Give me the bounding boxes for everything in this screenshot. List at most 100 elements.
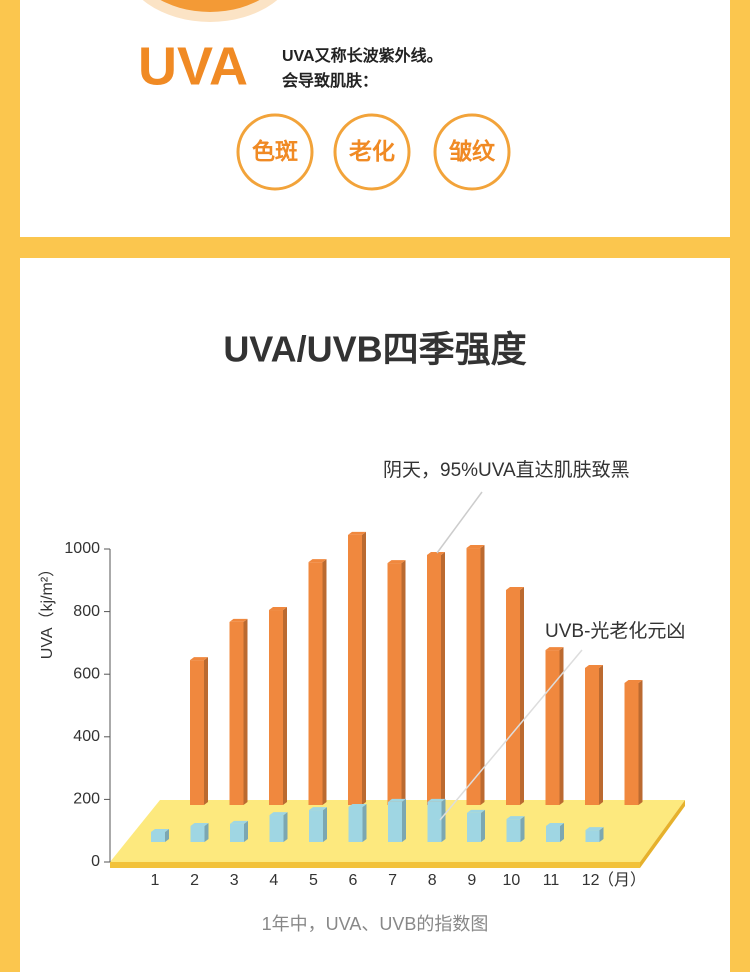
annotation: 阴天，95%UVA直达肌肤致黑 (383, 459, 630, 481)
bar-top (229, 618, 248, 622)
bar-top (269, 607, 287, 611)
bar (427, 551, 445, 805)
bar-side (480, 545, 485, 805)
bar-top (269, 812, 288, 816)
bar-front (348, 806, 363, 842)
bar-top (506, 816, 525, 820)
bar-side (441, 551, 445, 805)
bar-top (348, 803, 367, 807)
bar-top (348, 531, 366, 535)
x-tick-label: 6 (349, 872, 358, 889)
bar-front (388, 801, 402, 842)
effect-circle (333, 113, 411, 191)
x-tick-label: 5 (309, 872, 318, 889)
bar-side (560, 823, 564, 842)
bar-front (308, 562, 323, 805)
bar-front (309, 810, 323, 842)
bar (229, 618, 248, 805)
bar (348, 531, 366, 805)
bar-front (506, 819, 521, 842)
bar (585, 827, 604, 842)
bar-side (165, 828, 169, 842)
bar (151, 828, 169, 842)
bar-top (585, 827, 604, 831)
bar-top (467, 809, 485, 813)
bar (467, 809, 485, 842)
bar-top (466, 545, 485, 549)
bar (466, 545, 485, 805)
bar-top (427, 798, 446, 802)
bar-side (441, 798, 446, 842)
bar-top (546, 823, 564, 827)
bar-top (230, 820, 248, 824)
heading: UVA (138, 36, 248, 96)
bar-front (427, 801, 442, 842)
x-tick-label: 7 (388, 872, 397, 889)
bar (506, 816, 525, 842)
bar-front (229, 621, 244, 805)
bar-front (546, 826, 560, 842)
bar-side (323, 807, 327, 842)
x-tick-label: 11 (543, 872, 560, 889)
x-axis-label: （月） (598, 871, 646, 889)
x-tick-label: 9 (467, 872, 476, 889)
bar (190, 657, 208, 805)
bar-front (190, 660, 204, 805)
bar-side (362, 803, 367, 842)
bar-front (190, 826, 205, 842)
bar-front (585, 667, 599, 805)
bar-front (624, 682, 639, 805)
chart-title: UVA/UVB四季强度 (223, 329, 526, 370)
intro-line: UVA又称长波紫外线。 (282, 46, 443, 65)
bar-side (481, 809, 485, 842)
bar-front (387, 563, 402, 805)
bar-side (243, 618, 248, 805)
y-tick-label: 600 (73, 665, 100, 682)
bar-side (520, 587, 524, 805)
effects: 色斑 老化 皱纹 (236, 113, 511, 191)
bar-front (348, 534, 362, 805)
bar-top (309, 807, 327, 811)
bar (309, 807, 327, 842)
bar-front (427, 554, 441, 805)
bar-top (387, 560, 406, 564)
bar-front (506, 590, 520, 805)
annotation-line (436, 491, 483, 554)
bar-front (269, 815, 284, 842)
bar-top (151, 828, 169, 832)
bar-side (599, 664, 603, 805)
bar-top (427, 551, 445, 555)
x-tick-label: 10 (503, 872, 521, 889)
effect-circle (433, 113, 511, 191)
effect-circle (236, 113, 314, 191)
y-tick-label: 1000 (64, 540, 100, 557)
x-tick-label: 3 (230, 872, 239, 889)
bar-top (585, 664, 603, 668)
bar (269, 607, 287, 805)
x-tick-label: 2 (190, 872, 199, 889)
bar-side (402, 798, 406, 842)
bar-top (506, 587, 524, 591)
y-tick-label: 0 (91, 853, 100, 870)
bar-front (466, 548, 481, 805)
bar-top (190, 823, 209, 827)
caption: 1年中，UVA、UVB的指数图 (262, 914, 489, 934)
bar-side (401, 560, 406, 805)
bar (585, 664, 603, 805)
bar-front (151, 831, 165, 842)
y-tick-label: 800 (73, 603, 100, 620)
bar (506, 587, 524, 805)
bar-side (638, 679, 643, 805)
bar-top (545, 647, 564, 651)
x-tick-label: 8 (428, 872, 437, 889)
bar (624, 679, 643, 805)
bar-side (599, 827, 604, 842)
annotation: UVB-光老化元凶 (545, 620, 685, 642)
x-tick-label: 4 (269, 872, 278, 889)
bar-top (388, 798, 406, 802)
bar-side (244, 820, 248, 842)
bar (545, 647, 564, 805)
bar (269, 812, 288, 842)
